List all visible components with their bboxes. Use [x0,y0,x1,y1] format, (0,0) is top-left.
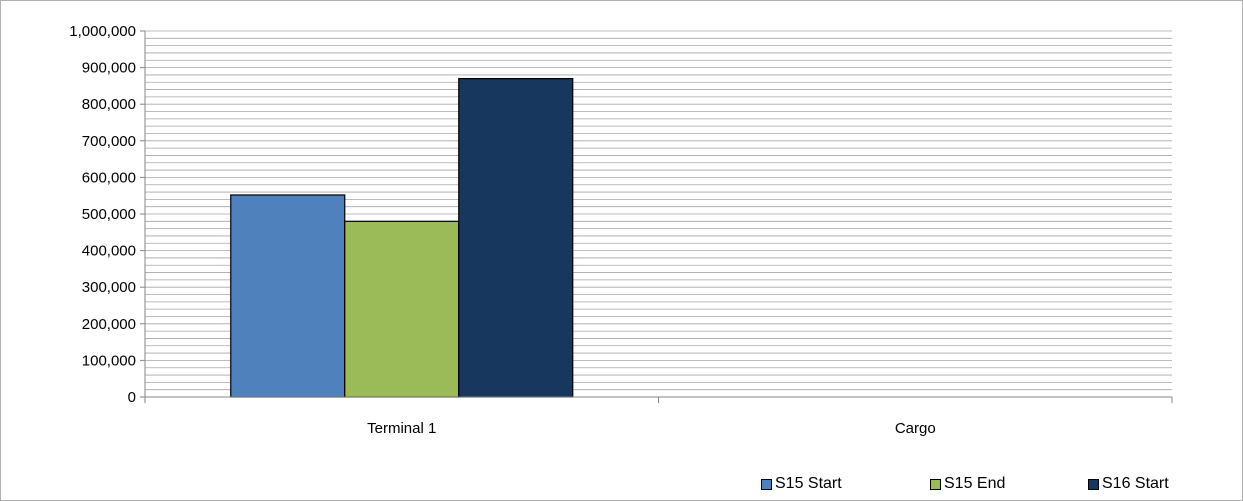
y-tick-label: 100,000 [82,352,136,369]
legend-item-s15-start: S15 Start [761,473,842,495]
bar-s15-start-terminal-1 [230,194,346,398]
bar-s15-end-terminal-1 [344,220,460,398]
x-tick-label: Cargo [895,420,936,437]
y-tick-label: 200,000 [82,316,136,333]
x-tick-labels: Terminal 1 Cargo [367,420,936,437]
y-tick-label: 1,000,000 [69,23,136,40]
bars [230,77,574,398]
y-tick-label: 900,000 [82,60,136,77]
x-tick-label: Terminal 1 [367,420,436,437]
y-tick-label: 0 [128,389,136,406]
y-tick-label: 400,000 [82,243,136,260]
y-tick-label: 300,000 [82,279,136,296]
legend-swatch-s16-start [1088,478,1099,490]
legend-swatch-s15-end [930,478,941,490]
y-tick-label: 700,000 [82,133,136,150]
axes [140,30,1173,403]
y-tick-label: 500,000 [82,206,136,223]
legend-item-s16-start: S16 Start [1088,473,1169,495]
legend-label-s15-end: S15 End [944,475,1006,492]
y-tick-label: 600,000 [82,169,136,186]
legend-label-s15-start: S15 Start [775,475,842,492]
legend-swatch-s15-start [761,478,772,490]
legend-item-s15-end: S15 End [930,473,1005,495]
y-tick-labels: 0 100,000 200,000 300,000 400,000 500,000 600,… [69,23,136,406]
bar-s16-start-terminal-1 [458,77,574,398]
y-tick-label: 800,000 [82,96,136,113]
legend-label-s16-start: S16 Start [1102,475,1169,492]
